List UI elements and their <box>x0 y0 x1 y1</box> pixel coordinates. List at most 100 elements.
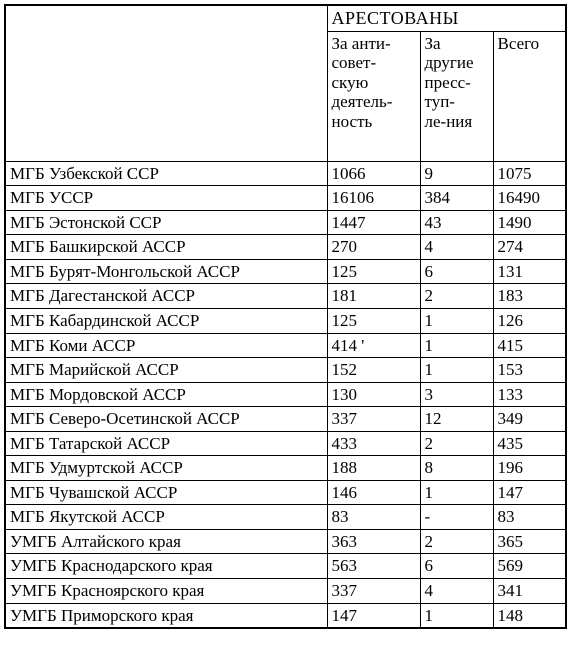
header-main-title: АРЕСТОВАНЫ <box>327 5 566 31</box>
cell-other-crimes: 43 <box>420 210 493 235</box>
cell-total: 569 <box>493 554 566 579</box>
cell-region: МГБ Чувашской АССР <box>5 480 327 505</box>
cell-anti-soviet: 1066 <box>327 161 420 186</box>
cell-anti-soviet: 152 <box>327 358 420 383</box>
table-row: МГБ Дагестанской АССР1812183 <box>5 284 566 309</box>
cell-region: УМГБ Приморского края <box>5 603 327 628</box>
table-row: УМГБ Алтайского края3632365 <box>5 529 566 554</box>
cell-total: 126 <box>493 308 566 333</box>
cell-other-crimes: 1 <box>420 333 493 358</box>
cell-region: МГБ Башкирской АССР <box>5 235 327 260</box>
table-row: МГБ Татарской АССР4332435 <box>5 431 566 456</box>
cell-region: МГБ Бурят-Монгольской АССР <box>5 259 327 284</box>
cell-region: УМГБ Красноярского края <box>5 578 327 603</box>
cell-total: 274 <box>493 235 566 260</box>
cell-region: МГБ Удмуртской АССР <box>5 456 327 481</box>
cell-anti-soviet: 270 <box>327 235 420 260</box>
cell-anti-soviet: 146 <box>327 480 420 505</box>
table-row: МГБ Эстонской ССР1447431490 <box>5 210 566 235</box>
header-col-other-crimes: Задругиепресс-туп-ле-ния <box>420 31 493 161</box>
header-col-anti-soviet: За анти-совет-скуюдеятель-ность <box>327 31 420 161</box>
cell-total: 133 <box>493 382 566 407</box>
cell-other-crimes: 4 <box>420 235 493 260</box>
cell-anti-soviet: 125 <box>327 308 420 333</box>
table-row: МГБ Удмуртской АССР1888196 <box>5 456 566 481</box>
arrests-table: АРЕСТОВАНЫ За анти-совет-скуюдеятель-нос… <box>4 4 567 629</box>
table-row: МГБ Коми АССР414 '1415 <box>5 333 566 358</box>
cell-anti-soviet: 125 <box>327 259 420 284</box>
cell-anti-soviet: 363 <box>327 529 420 554</box>
table-row: УМГБ Приморского края1471148 <box>5 603 566 628</box>
cell-total: 16490 <box>493 186 566 211</box>
cell-other-crimes: 6 <box>420 259 493 284</box>
cell-total: 183 <box>493 284 566 309</box>
cell-anti-soviet: 337 <box>327 407 420 432</box>
table-row: МГБ Чувашской АССР1461147 <box>5 480 566 505</box>
cell-total: 196 <box>493 456 566 481</box>
cell-other-crimes: 1 <box>420 358 493 383</box>
table-row: МГБ Башкирской АССР2704274 <box>5 235 566 260</box>
cell-region: МГБ Кабардинской АССР <box>5 308 327 333</box>
table-row: МГБ Мордовской АССР1303133 <box>5 382 566 407</box>
table-row: МГБ Марийской АССР1521153 <box>5 358 566 383</box>
cell-other-crimes: 9 <box>420 161 493 186</box>
header-blank-cell <box>5 5 327 161</box>
cell-other-crimes: 3 <box>420 382 493 407</box>
cell-anti-soviet: 16106 <box>327 186 420 211</box>
cell-other-crimes: 6 <box>420 554 493 579</box>
cell-other-crimes: 2 <box>420 284 493 309</box>
table-body: МГБ Узбекской ССР106691075МГБ УССР161063… <box>5 161 566 628</box>
cell-region: МГБ УССР <box>5 186 327 211</box>
cell-region: МГБ Северо-Осетинской АССР <box>5 407 327 432</box>
cell-anti-soviet: 130 <box>327 382 420 407</box>
table-row: МГБ Узбекской ССР106691075 <box>5 161 566 186</box>
cell-other-crimes: - <box>420 505 493 530</box>
cell-total: 1075 <box>493 161 566 186</box>
table-row: МГБ УССР1610638416490 <box>5 186 566 211</box>
cell-total: 147 <box>493 480 566 505</box>
table-row: МГБ Северо-Осетинской АССР33712349 <box>5 407 566 432</box>
cell-anti-soviet: 563 <box>327 554 420 579</box>
cell-total: 415 <box>493 333 566 358</box>
cell-other-crimes: 1 <box>420 480 493 505</box>
table-row: УМГБ Краснодарского края5636569 <box>5 554 566 579</box>
cell-region: МГБ Узбекской ССР <box>5 161 327 186</box>
cell-region: МГБ Мордовской АССР <box>5 382 327 407</box>
table-row: УМГБ Красноярского края3374341 <box>5 578 566 603</box>
cell-region: УМГБ Краснодарского края <box>5 554 327 579</box>
header-col-total: Всего <box>493 31 566 161</box>
cell-other-crimes: 1 <box>420 308 493 333</box>
cell-total: 1490 <box>493 210 566 235</box>
cell-other-crimes: 2 <box>420 431 493 456</box>
cell-total: 341 <box>493 578 566 603</box>
cell-anti-soviet: 188 <box>327 456 420 481</box>
cell-region: МГБ Дагестанской АССР <box>5 284 327 309</box>
cell-total: 153 <box>493 358 566 383</box>
cell-region: МГБ Татарской АССР <box>5 431 327 456</box>
cell-total: 365 <box>493 529 566 554</box>
cell-anti-soviet: 433 <box>327 431 420 456</box>
cell-region: МГБ Коми АССР <box>5 333 327 358</box>
cell-other-crimes: 8 <box>420 456 493 481</box>
cell-total: 435 <box>493 431 566 456</box>
cell-region: МГБ Эстонской ССР <box>5 210 327 235</box>
cell-anti-soviet: 147 <box>327 603 420 628</box>
cell-other-crimes: 1 <box>420 603 493 628</box>
table-row: МГБ Бурят-Монгольской АССР1256131 <box>5 259 566 284</box>
cell-region: УМГБ Алтайского края <box>5 529 327 554</box>
cell-other-crimes: 2 <box>420 529 493 554</box>
cell-total: 83 <box>493 505 566 530</box>
cell-anti-soviet: 414 ' <box>327 333 420 358</box>
cell-region: МГБ Марийской АССР <box>5 358 327 383</box>
cell-total: 131 <box>493 259 566 284</box>
cell-anti-soviet: 1447 <box>327 210 420 235</box>
table-row: МГБ Кабардинской АССР1251126 <box>5 308 566 333</box>
cell-anti-soviet: 83 <box>327 505 420 530</box>
table-row: МГБ Якутской АССР83-83 <box>5 505 566 530</box>
cell-other-crimes: 12 <box>420 407 493 432</box>
cell-other-crimes: 384 <box>420 186 493 211</box>
cell-other-crimes: 4 <box>420 578 493 603</box>
cell-total: 349 <box>493 407 566 432</box>
cell-anti-soviet: 181 <box>327 284 420 309</box>
cell-total: 148 <box>493 603 566 628</box>
